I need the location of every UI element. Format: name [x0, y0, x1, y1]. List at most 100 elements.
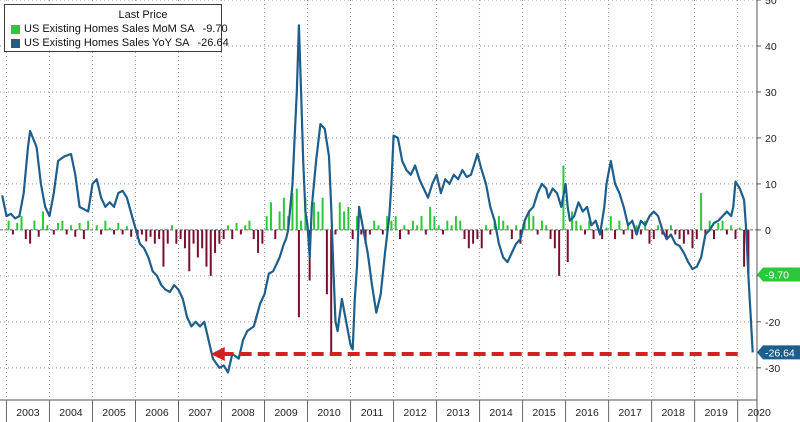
last-value-tag-label: -26.64 [765, 347, 795, 359]
y-tick-label: 50 [765, 0, 777, 7]
mom-bar [437, 225, 440, 230]
mom-bar [297, 229, 300, 318]
mom-bar [117, 222, 120, 230]
mom-bar [257, 229, 260, 253]
mom-bar [682, 229, 685, 244]
mom-bar [429, 206, 432, 230]
last-value-tags: -9.70 -26.64 [757, 267, 800, 360]
mom-bar [121, 229, 124, 235]
mom-bar [179, 229, 182, 240]
mom-bar [205, 229, 208, 267]
mom-bar [467, 229, 470, 249]
x-tick-label: 2005 [102, 407, 126, 419]
mom-bar [295, 188, 298, 230]
mom-bar [78, 222, 81, 230]
mom-bar [377, 225, 380, 230]
mom-bar [112, 229, 115, 235]
x-tick-label: 2011 [361, 407, 384, 419]
legend-item-yoy: US Existing Homes Sales YoY SA -26.64 [11, 36, 229, 50]
mom-bar [639, 229, 642, 235]
mom-bar [282, 197, 285, 230]
mom-bar [571, 211, 574, 230]
mom-bar [459, 220, 462, 230]
mom-bar [657, 225, 660, 230]
mom-bar [536, 229, 539, 235]
y-tick-label: -20 [765, 317, 780, 329]
mom-bar [24, 229, 27, 240]
mom-bar [231, 229, 234, 240]
mom-bar [738, 227, 741, 230]
mom-bar [712, 229, 715, 240]
x-tick-label: 2016 [575, 407, 599, 419]
mom-bar [209, 229, 212, 276]
mom-bar [291, 193, 294, 230]
mom-bar [381, 229, 384, 235]
mom-bar [325, 229, 328, 295]
mom-bar [149, 229, 152, 237]
x-tick-label: 2013 [446, 407, 470, 419]
mom-bar [214, 229, 217, 253]
mom-bar [442, 229, 445, 235]
mom-bar [747, 229, 750, 275]
mom-bar [648, 229, 651, 244]
mom-bar [87, 220, 90, 230]
mom-bar [614, 229, 617, 240]
x-tick-label: 2010 [317, 407, 341, 419]
mom-bar [125, 226, 128, 230]
mom-bar [351, 229, 354, 240]
legend-swatch-mom [11, 24, 20, 34]
yoy-line-layer [1, 24, 754, 374]
mom-bar [691, 229, 694, 249]
mom-bar [446, 220, 449, 230]
legend: Last Price US Existing Homes Sales MoM S… [4, 4, 229, 52]
mom-bar [145, 229, 148, 242]
mom-bar [46, 225, 49, 230]
mom-bar [618, 220, 621, 230]
mom-bar [708, 220, 711, 230]
mom-bar [700, 193, 703, 230]
legend-value-mom: -9.70 [202, 23, 228, 35]
mom-bar [497, 216, 500, 230]
mom-bar [330, 229, 333, 355]
mom-bar [108, 227, 111, 230]
mom-bar [502, 220, 505, 230]
y-tick-label: 40 [765, 41, 777, 53]
mom-bar [317, 211, 320, 230]
mom-bar [485, 225, 488, 230]
mom-bar [566, 229, 569, 263]
mom-bar [553, 229, 556, 249]
mom-bar [235, 222, 238, 230]
y-tick-label: -30 [765, 363, 780, 375]
mom-bar [201, 229, 204, 249]
mom-bar [721, 220, 724, 230]
mom-bar [312, 202, 315, 230]
mom-bar [579, 225, 582, 230]
mom-bar [61, 220, 64, 230]
mom-bar [183, 229, 186, 249]
mom-bar [472, 229, 475, 244]
x-tick-label: 2018 [661, 407, 685, 419]
mom-bar [226, 225, 229, 230]
mom-bar [717, 222, 720, 230]
x-tick-label: 2015 [532, 407, 556, 419]
legend-label-yoy: US Existing Homes Sales YoY SA [24, 37, 190, 49]
mom-bar [20, 216, 23, 230]
y-tick-label: 30 [765, 87, 777, 99]
mom-bar [11, 229, 14, 235]
mom-bar [42, 211, 45, 230]
y-tick-label: 0 [765, 225, 771, 237]
last-value-tag: -9.70 [757, 267, 800, 282]
last-value-tag-box [757, 267, 800, 282]
x-tick-label: 2009 [274, 407, 298, 419]
y-tick-label: 10 [765, 179, 777, 191]
mom-bar [29, 229, 32, 244]
mom-bar [7, 220, 10, 230]
grid [0, 0, 757, 400]
mom-bar [695, 229, 698, 240]
mom-bar [588, 220, 591, 230]
mom-bar [334, 229, 337, 235]
mom-bar [321, 197, 324, 230]
mom-bar [269, 202, 272, 230]
mom-bar [248, 220, 251, 230]
